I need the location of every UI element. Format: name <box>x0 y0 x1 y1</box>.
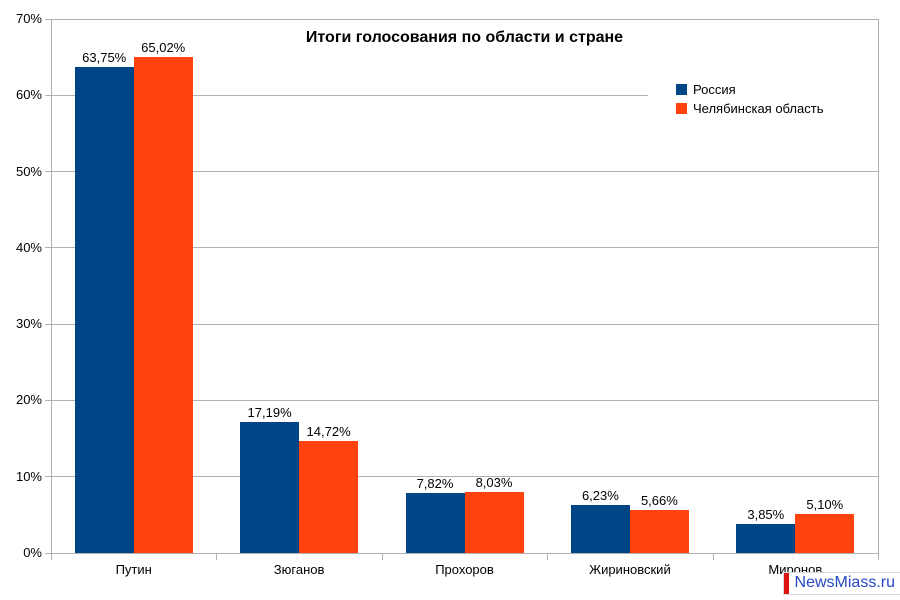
bar-value-label: 5,10% <box>806 497 844 513</box>
x-axis-label: Зюганов <box>273 562 325 577</box>
y-axis-tick <box>45 399 51 401</box>
plot-right-border <box>878 19 879 553</box>
y-axis-tick <box>45 18 51 20</box>
bar-russia <box>74 66 134 553</box>
x-axis-tick <box>381 554 383 560</box>
y-axis-tick <box>45 247 51 249</box>
y-axis-label: 20% <box>15 392 42 408</box>
bar-russia <box>240 421 300 553</box>
chart-title: Итоги голосования по области и стране <box>305 29 624 46</box>
bar-value-label: 65,02% <box>141 39 186 55</box>
bar-region <box>629 509 689 553</box>
x-axis-tick <box>51 554 52 560</box>
x-axis-label: Жириновский <box>589 562 671 577</box>
legend-label-region: Челябинская область <box>693 101 824 116</box>
y-axis-label: 60% <box>15 87 42 103</box>
gridline <box>51 18 878 20</box>
y-axis-label: 10% <box>15 468 42 484</box>
y-axis-label: 70% <box>15 11 42 26</box>
bar-russia <box>405 493 465 553</box>
bar-region <box>133 56 193 553</box>
gridline <box>51 399 878 401</box>
bar-value-label: 14,72% <box>306 423 351 439</box>
x-axis-tick <box>712 554 714 560</box>
bar-value-label: 63,75% <box>82 49 127 65</box>
y-axis-line <box>51 19 52 553</box>
y-axis-label: 50% <box>15 163 42 179</box>
gridline <box>51 476 878 478</box>
bar-value-label: 6,23% <box>581 488 619 504</box>
y-axis-tick <box>45 476 51 478</box>
watermark-red-bar-icon <box>783 573 789 594</box>
gridline <box>51 323 878 325</box>
x-axis-line <box>51 553 879 554</box>
gridline <box>51 247 878 249</box>
legend-item-region: Челябинская область <box>676 99 878 118</box>
watermark: NewsMiass.ru <box>782 572 900 595</box>
gridline <box>51 171 878 173</box>
bar-value-label: 7,82% <box>416 476 454 492</box>
y-axis-tick <box>45 552 51 554</box>
bar-value-label: 8,03% <box>475 474 513 490</box>
bar-region <box>795 514 855 553</box>
legend: Россия Челябинская область <box>648 76 878 122</box>
bar-russia <box>570 505 630 553</box>
bar-region <box>464 491 524 553</box>
bar-region <box>299 440 359 553</box>
y-axis-tick <box>45 94 51 96</box>
watermark-text: NewsMiass.ru <box>794 574 895 591</box>
legend-label-russia: Россия <box>693 82 736 97</box>
x-axis-tick <box>216 554 218 560</box>
legend-item-russia: Россия <box>676 80 878 99</box>
y-axis-label: 30% <box>15 316 42 332</box>
bar-value-label: 3,85% <box>747 506 785 522</box>
y-axis-tick <box>45 171 51 173</box>
x-axis-label: Путин <box>115 562 152 577</box>
bar-value-label: 5,66% <box>640 492 678 508</box>
legend-swatch-russia-icon <box>676 84 687 95</box>
x-axis-label: Прохоров <box>435 562 494 577</box>
y-axis-tick <box>45 323 51 325</box>
x-axis-tick <box>878 554 879 560</box>
y-axis-label: 40% <box>15 239 42 255</box>
bar-value-label: 17,19% <box>247 404 292 420</box>
legend-swatch-region-icon <box>676 103 687 114</box>
y-axis-label: 0% <box>23 545 42 560</box>
gridline <box>51 94 878 96</box>
x-axis-tick <box>547 554 549 560</box>
bar-russia <box>736 523 796 553</box>
